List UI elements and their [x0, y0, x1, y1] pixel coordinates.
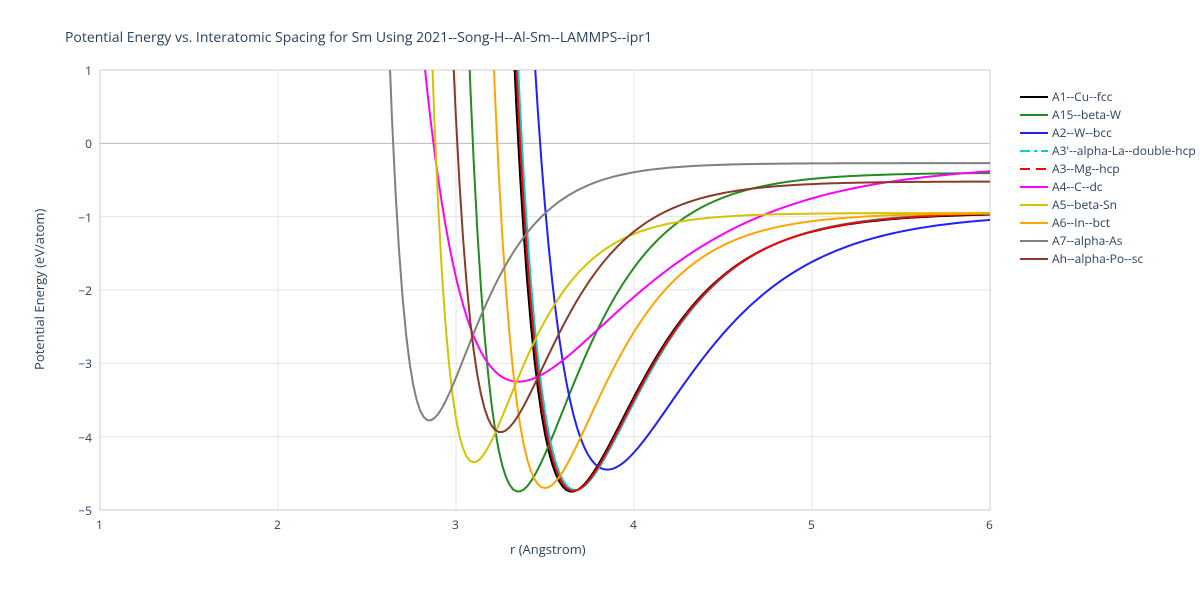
legend-swatch [1020, 196, 1048, 214]
series-line[interactable] [100, 0, 990, 382]
legend-swatch [1020, 160, 1048, 178]
series-group [100, 0, 990, 512]
series-line[interactable] [100, 0, 990, 512]
legend-label: A2--W--bcc [1052, 124, 1112, 142]
legend-item[interactable]: A4--C--dc [1020, 178, 1196, 196]
y-tick-label: −4 [78, 429, 92, 446]
legend[interactable]: A1--Cu--fccA15--beta-WA2--W--bccA3'--alp… [1020, 88, 1196, 268]
x-tick-label: 1 [96, 516, 103, 533]
legend-item[interactable]: A7--alpha-As [1020, 232, 1196, 250]
legend-item[interactable]: A2--W--bcc [1020, 124, 1196, 142]
x-tick-label: 6 [986, 516, 993, 533]
x-tick-label: 3 [452, 516, 459, 533]
legend-swatch [1020, 232, 1048, 250]
legend-label: A3--Mg--hcp [1052, 160, 1120, 178]
legend-swatch [1020, 214, 1048, 232]
legend-swatch [1020, 250, 1048, 268]
legend-item[interactable]: A15--beta-W [1020, 106, 1196, 124]
legend-swatch [1020, 178, 1048, 196]
legend-item[interactable]: A3--Mg--hcp [1020, 160, 1196, 178]
series-line[interactable] [100, 0, 990, 472]
x-tick-label: 5 [808, 516, 815, 533]
legend-label: A6--In--bct [1052, 214, 1110, 232]
y-tick-label: −2 [78, 282, 92, 299]
legend-item[interactable]: A6--In--bct [1020, 214, 1196, 232]
y-tick-label: 1 [85, 62, 92, 79]
x-tick-label: 4 [630, 516, 637, 533]
y-tick-label: 0 [85, 135, 92, 152]
legend-swatch [1020, 124, 1048, 142]
legend-label: A3'--alpha-La--double-hcp [1052, 142, 1196, 160]
legend-label: A7--alpha-As [1052, 232, 1122, 250]
legend-item[interactable]: A3'--alpha-La--double-hcp [1020, 142, 1196, 160]
legend-label: A15--beta-W [1052, 106, 1121, 124]
x-tick-label: 2 [274, 516, 281, 533]
legend-swatch [1020, 142, 1048, 160]
legend-label: A5--beta-Sn [1052, 196, 1117, 214]
legend-label: A4--C--dc [1052, 178, 1103, 196]
y-tick-label: −5 [78, 502, 92, 519]
y-tick-label: −1 [78, 209, 92, 226]
legend-item[interactable]: Ah--alpha-Po--sc [1020, 250, 1196, 268]
legend-swatch [1020, 88, 1048, 106]
legend-label: Ah--alpha-Po--sc [1052, 250, 1143, 268]
y-tick-label: −3 [78, 355, 92, 372]
legend-item[interactable]: A5--beta-Sn [1020, 196, 1196, 214]
legend-swatch [1020, 106, 1048, 124]
legend-item[interactable]: A1--Cu--fcc [1020, 88, 1196, 106]
legend-label: A1--Cu--fcc [1052, 88, 1112, 106]
